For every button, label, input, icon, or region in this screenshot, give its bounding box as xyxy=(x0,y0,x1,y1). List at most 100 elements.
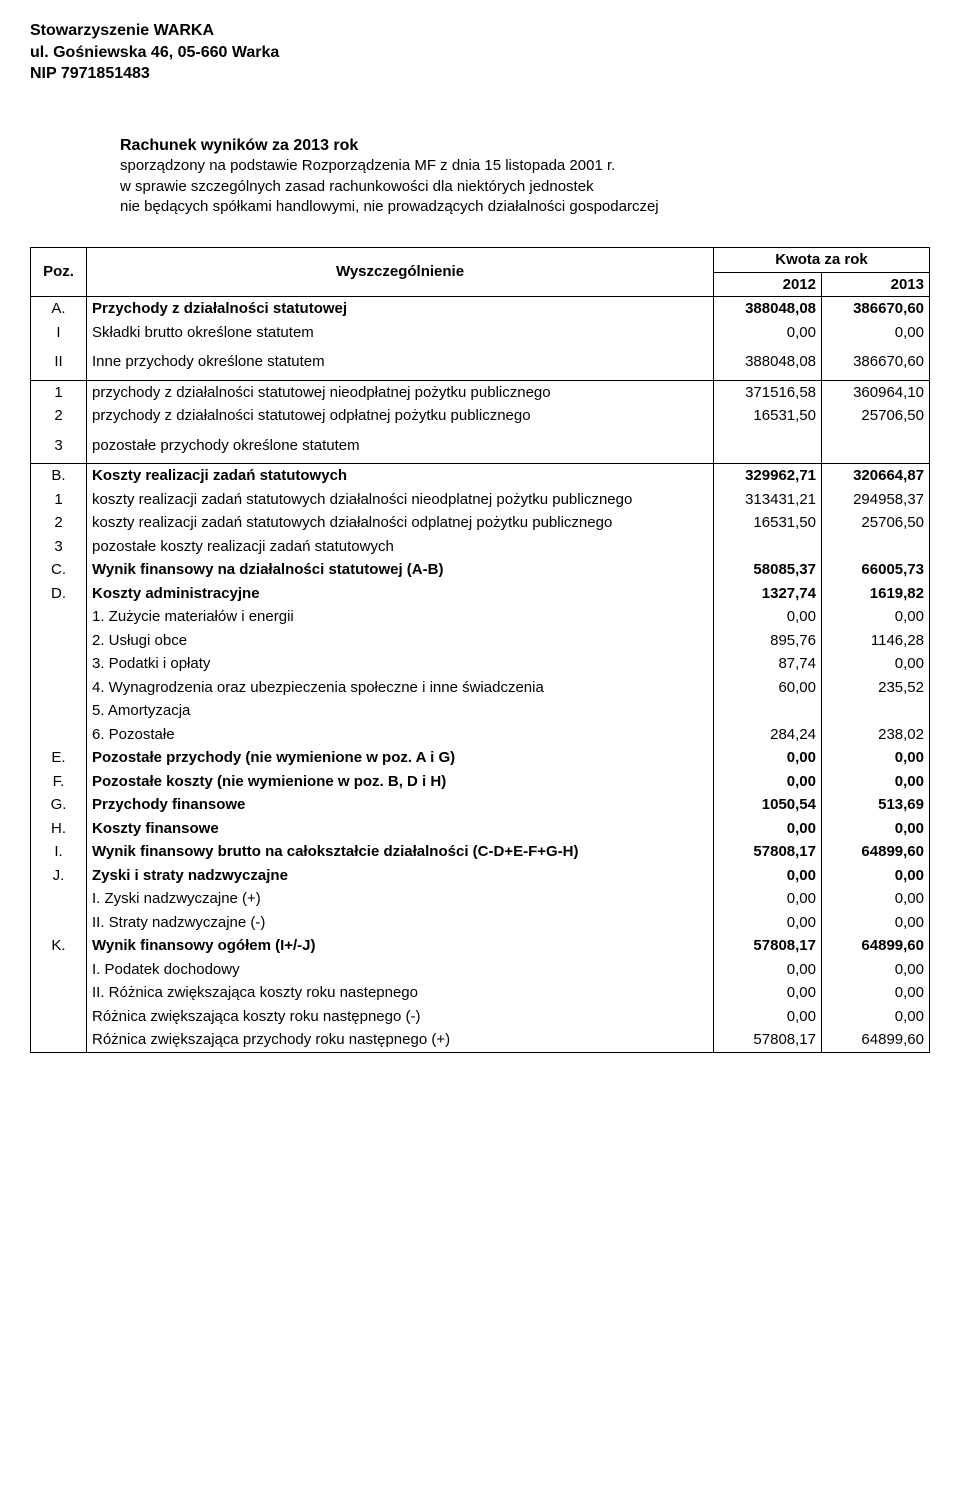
row-poz xyxy=(31,958,87,982)
row-value-2013 xyxy=(822,535,930,559)
table-row: II. Straty nadzwyczajne (-)0,000,00 xyxy=(31,911,930,935)
row-desc: Koszty realizacji zadań statutowych xyxy=(87,464,714,488)
row-value-2012: 57808,17 xyxy=(714,1028,822,1052)
row-poz xyxy=(31,887,87,911)
row-value-2013: 25706,50 xyxy=(822,404,930,428)
table-row: E.Pozostałe przychody (nie wymienione w … xyxy=(31,746,930,770)
row-value-2013: 64899,60 xyxy=(822,1028,930,1052)
row-desc: Przychody z działalności statutowej xyxy=(87,297,714,321)
row-value-2013: 238,02 xyxy=(822,723,930,747)
col-desc: Wyszczególnienie xyxy=(87,248,714,297)
row-value-2013: 513,69 xyxy=(822,793,930,817)
row-value-2013: 0,00 xyxy=(822,887,930,911)
table-row: I. Zyski nadzwyczajne (+)0,000,00 xyxy=(31,887,930,911)
row-desc: Wynik finansowy ogółem (I+/-J) xyxy=(87,934,714,958)
table-row: I. Podatek dochodowy0,000,00 xyxy=(31,958,930,982)
row-value-2013: 0,00 xyxy=(822,652,930,676)
row-desc: I. Podatek dochodowy xyxy=(87,958,714,982)
table-row: C.Wynik finansowy na działalności statut… xyxy=(31,558,930,582)
report-subtitle-3: nie będących spółkami handlowymi, nie pr… xyxy=(120,197,930,217)
row-poz: H. xyxy=(31,817,87,841)
row-value-2012 xyxy=(714,699,822,723)
row-poz: 3 xyxy=(31,428,87,464)
row-value-2012: 0,00 xyxy=(714,321,822,345)
col-year-2: 2013 xyxy=(822,272,930,297)
row-value-2012: 57808,17 xyxy=(714,840,822,864)
row-value-2012: 87,74 xyxy=(714,652,822,676)
row-value-2013: 66005,73 xyxy=(822,558,930,582)
row-desc: koszty realizacji zadań statutowych dzia… xyxy=(87,511,714,535)
table-row: A.Przychody z działalności statutowej388… xyxy=(31,297,930,321)
row-value-2012: 313431,21 xyxy=(714,488,822,512)
row-poz xyxy=(31,723,87,747)
row-value-2013: 1146,28 xyxy=(822,629,930,653)
table-row: IIInne przychody określone statutem38804… xyxy=(31,344,930,380)
table-row: 1koszty realizacji zadań statutowych dzi… xyxy=(31,488,930,512)
row-value-2013: 0,00 xyxy=(822,911,930,935)
table-row: G.Przychody finansowe1050,54513,69 xyxy=(31,793,930,817)
row-poz: 2 xyxy=(31,511,87,535)
row-desc: II. Straty nadzwyczajne (-) xyxy=(87,911,714,935)
row-value-2013: 64899,60 xyxy=(822,934,930,958)
row-poz xyxy=(31,699,87,723)
row-desc: 3. Podatki i opłaty xyxy=(87,652,714,676)
row-value-2013: 320664,87 xyxy=(822,464,930,488)
row-value-2013: 386670,60 xyxy=(822,344,930,380)
row-value-2012: 0,00 xyxy=(714,746,822,770)
row-value-2013 xyxy=(822,699,930,723)
row-desc: Koszty finansowe xyxy=(87,817,714,841)
row-desc: Różnica zwiększająca przychody roku nast… xyxy=(87,1028,714,1052)
row-poz: B. xyxy=(31,464,87,488)
row-poz: E. xyxy=(31,746,87,770)
table-header-row: Poz. Wyszczególnienie Kwota za rok xyxy=(31,248,930,273)
org-header: Stowarzyszenie WARKA ul. Gośniewska 46, … xyxy=(30,20,930,85)
row-desc: pozostałe przychody określone statutem xyxy=(87,428,714,464)
row-value-2012 xyxy=(714,535,822,559)
row-value-2012: 16531,50 xyxy=(714,511,822,535)
org-nip: NIP 7971851483 xyxy=(30,63,930,85)
row-desc: przychody z działalności statutowej nieo… xyxy=(87,380,714,404)
row-poz xyxy=(31,981,87,1005)
row-value-2013: 0,00 xyxy=(822,1005,930,1029)
row-poz: I. xyxy=(31,840,87,864)
row-value-2013: 0,00 xyxy=(822,981,930,1005)
row-value-2012: 58085,37 xyxy=(714,558,822,582)
org-name: Stowarzyszenie WARKA xyxy=(30,20,930,42)
row-poz xyxy=(31,605,87,629)
row-value-2012: 1327,74 xyxy=(714,582,822,606)
row-poz: C. xyxy=(31,558,87,582)
row-value-2013: 0,00 xyxy=(822,817,930,841)
table-row: H.Koszty finansowe0,000,00 xyxy=(31,817,930,841)
row-poz: 3 xyxy=(31,535,87,559)
table-row: 1. Zużycie materiałów i energii0,000,00 xyxy=(31,605,930,629)
row-poz: I xyxy=(31,321,87,345)
row-value-2012: 388048,08 xyxy=(714,297,822,321)
row-desc: przychody z działalności statutowej odpł… xyxy=(87,404,714,428)
row-value-2012 xyxy=(714,428,822,464)
table-row: 2koszty realizacji zadań statutowych dzi… xyxy=(31,511,930,535)
table-row: J.Zyski i straty nadzwyczajne0,000,00 xyxy=(31,864,930,888)
table-row: D.Koszty administracyjne1327,741619,82 xyxy=(31,582,930,606)
table-row: II. Różnica zwiększająca koszty roku nas… xyxy=(31,981,930,1005)
row-poz: J. xyxy=(31,864,87,888)
row-poz xyxy=(31,652,87,676)
report-subtitle-2: w sprawie szczególnych zasad rachunkowoś… xyxy=(120,177,930,197)
row-poz: K. xyxy=(31,934,87,958)
table-row: 5. Amortyzacja xyxy=(31,699,930,723)
report-subtitle-1: sporządzony na podstawie Rozporządzenia … xyxy=(120,156,930,176)
row-value-2013: 25706,50 xyxy=(822,511,930,535)
row-value-2012: 60,00 xyxy=(714,676,822,700)
table-row: 3. Podatki i opłaty87,740,00 xyxy=(31,652,930,676)
row-value-2013: 0,00 xyxy=(822,746,930,770)
table-row: 1przychody z działalności statutowej nie… xyxy=(31,380,930,404)
col-poz: Poz. xyxy=(31,248,87,297)
row-value-2012: 0,00 xyxy=(714,981,822,1005)
row-desc: 5. Amortyzacja xyxy=(87,699,714,723)
row-poz xyxy=(31,911,87,935)
row-desc: Różnica zwiększająca koszty roku następn… xyxy=(87,1005,714,1029)
row-value-2013: 0,00 xyxy=(822,605,930,629)
org-address: ul. Gośniewska 46, 05-660 Warka xyxy=(30,42,930,64)
row-value-2013: 0,00 xyxy=(822,958,930,982)
row-poz: 1 xyxy=(31,380,87,404)
row-value-2013: 0,00 xyxy=(822,321,930,345)
